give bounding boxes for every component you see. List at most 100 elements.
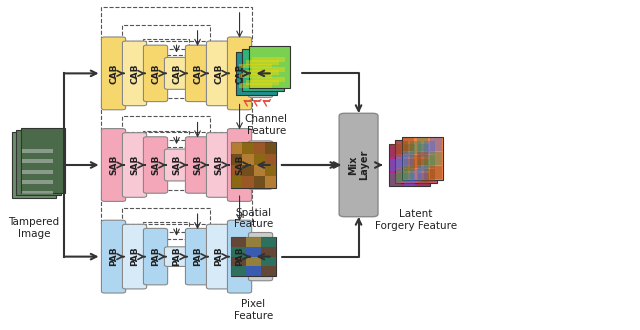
Text: CAB: CAB (130, 63, 139, 83)
Bar (246, 60, 278, 65)
FancyBboxPatch shape (186, 45, 210, 102)
FancyBboxPatch shape (231, 142, 276, 188)
Bar (261, 237, 276, 247)
FancyBboxPatch shape (227, 37, 252, 110)
Text: SAB: SAB (193, 155, 202, 175)
Bar (252, 57, 285, 62)
Bar (231, 153, 243, 165)
Text: PAB: PAB (235, 247, 244, 266)
Bar (261, 257, 276, 266)
FancyBboxPatch shape (186, 228, 210, 285)
Text: PAB: PAB (151, 247, 160, 266)
Bar (246, 70, 278, 75)
Text: PAB: PAB (193, 247, 202, 266)
Bar (404, 145, 415, 157)
FancyBboxPatch shape (248, 49, 273, 97)
Text: SAB: SAB (172, 155, 181, 175)
Bar (143, 39, 189, 55)
FancyBboxPatch shape (227, 220, 252, 293)
Text: Channel
Feature: Channel Feature (244, 114, 288, 136)
Text: Spatial
Feature: Spatial Feature (234, 208, 273, 229)
Bar (410, 170, 422, 182)
Bar (243, 165, 253, 177)
Text: Mix
Layer: Mix Layer (348, 150, 369, 180)
Bar (418, 158, 429, 172)
FancyBboxPatch shape (231, 237, 276, 276)
Bar (246, 237, 261, 247)
Text: Latent
Forgery Feature: Latent Forgery Feature (375, 209, 457, 231)
Text: SAB: SAB (151, 155, 160, 175)
Bar (239, 83, 273, 88)
Bar (390, 145, 401, 157)
FancyBboxPatch shape (122, 224, 147, 289)
Bar (265, 142, 276, 153)
Bar (253, 165, 265, 177)
FancyBboxPatch shape (248, 141, 273, 189)
Text: PAB: PAB (109, 247, 118, 266)
Text: PAB: PAB (214, 247, 223, 266)
Text: SAB: SAB (109, 155, 118, 175)
FancyBboxPatch shape (207, 41, 230, 106)
Bar (22, 170, 52, 174)
Bar (424, 141, 435, 154)
Bar (403, 138, 414, 151)
Bar (265, 177, 276, 188)
Text: CAB: CAB (193, 63, 202, 83)
FancyBboxPatch shape (207, 224, 230, 289)
FancyBboxPatch shape (248, 233, 273, 281)
Bar (101, 190, 252, 224)
FancyBboxPatch shape (143, 228, 168, 285)
Bar (22, 148, 52, 152)
Bar (122, 116, 210, 141)
FancyBboxPatch shape (16, 130, 61, 195)
Text: CAB: CAB (235, 63, 244, 83)
Text: CAB: CAB (172, 63, 181, 83)
Bar (404, 158, 415, 172)
Bar (231, 165, 243, 177)
Bar (231, 237, 246, 247)
Bar (253, 177, 265, 188)
Text: Tampered
Image: Tampered Image (8, 217, 60, 239)
FancyBboxPatch shape (236, 52, 277, 95)
Bar (265, 153, 276, 165)
Bar (396, 170, 408, 182)
Bar (253, 142, 265, 153)
FancyBboxPatch shape (143, 45, 168, 102)
Bar (396, 155, 408, 168)
Bar (252, 67, 285, 72)
Bar (243, 142, 253, 153)
FancyBboxPatch shape (12, 132, 56, 198)
Text: Pixel
Feature: Pixel Feature (234, 299, 273, 321)
Bar (253, 153, 265, 165)
Bar (390, 158, 401, 172)
Bar (417, 138, 428, 151)
FancyBboxPatch shape (249, 46, 290, 88)
Text: CAB: CAB (151, 63, 160, 83)
Bar (231, 247, 246, 257)
FancyBboxPatch shape (164, 149, 189, 181)
Bar (430, 138, 442, 151)
FancyBboxPatch shape (395, 141, 436, 183)
FancyBboxPatch shape (101, 129, 125, 201)
FancyBboxPatch shape (143, 137, 168, 193)
Bar (430, 166, 442, 179)
Bar (417, 166, 428, 179)
Bar (22, 190, 52, 194)
Bar (246, 257, 261, 266)
FancyBboxPatch shape (207, 133, 230, 197)
FancyBboxPatch shape (339, 113, 378, 217)
Bar (430, 152, 442, 165)
Bar (252, 77, 285, 82)
Bar (410, 155, 422, 168)
Bar (239, 64, 273, 68)
FancyBboxPatch shape (101, 37, 125, 110)
Bar (243, 153, 253, 165)
Bar (403, 166, 414, 179)
Bar (101, 98, 252, 132)
Bar (143, 222, 189, 239)
FancyBboxPatch shape (20, 128, 65, 193)
Bar (231, 142, 243, 153)
Text: PAB: PAB (130, 247, 139, 266)
Bar (246, 80, 278, 85)
Bar (418, 173, 429, 185)
